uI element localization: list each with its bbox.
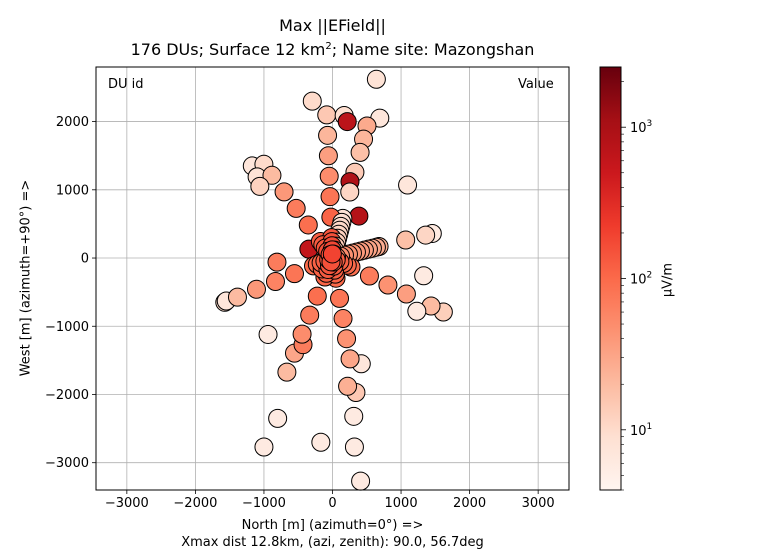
detector-marker bbox=[267, 252, 287, 272]
detector-marker bbox=[302, 91, 322, 111]
x-tick-label: −2000 bbox=[173, 496, 217, 511]
detector-marker bbox=[322, 244, 342, 264]
detector-marker bbox=[274, 182, 294, 202]
detector-marker bbox=[396, 230, 416, 250]
detector-marker bbox=[414, 266, 434, 286]
detector-marker bbox=[351, 471, 371, 491]
x-tick-label: −3000 bbox=[105, 496, 149, 511]
subtitle-superscript: 2 bbox=[325, 41, 332, 52]
colorbar-tick-label: 103 bbox=[630, 119, 652, 136]
detector-marker bbox=[407, 301, 427, 321]
detector-marker bbox=[350, 142, 370, 162]
detector-marker bbox=[258, 324, 278, 344]
colorbar-ticks: 101 102 103 bbox=[621, 81, 652, 491]
detector-marker bbox=[330, 288, 350, 308]
detector-marker bbox=[337, 329, 357, 349]
detector-marker bbox=[292, 324, 312, 344]
colorbar bbox=[599, 66, 622, 491]
x-axis-ticks: −3000 −2000 −1000 0 1000 2000 3000 bbox=[105, 490, 555, 511]
subtitle-tail: ; Name site: Mazongshan bbox=[331, 40, 535, 59]
x-tick-label: −1000 bbox=[242, 496, 286, 511]
detector-marker bbox=[359, 266, 379, 286]
x-tick-label: 1000 bbox=[385, 496, 418, 511]
detector-marker bbox=[284, 264, 304, 284]
detector-marker bbox=[277, 362, 297, 382]
y-tick-label: −3000 bbox=[45, 456, 89, 471]
x-axis-label: North [m] (azimuth=0°) => bbox=[241, 518, 424, 533]
detector-marker bbox=[300, 305, 320, 325]
detector-marker bbox=[337, 112, 357, 132]
y-tick-label: 0 bbox=[81, 252, 89, 267]
x-tick-label: 2000 bbox=[453, 496, 486, 511]
detector-marker bbox=[340, 349, 360, 369]
y-tick-label: 2000 bbox=[56, 115, 89, 130]
detector-marker bbox=[227, 287, 247, 307]
detector-marker bbox=[366, 69, 386, 89]
detector-marker bbox=[344, 437, 364, 457]
colorbar-tick-label: 101 bbox=[630, 422, 652, 439]
grid-lines bbox=[96, 67, 569, 490]
detector-marker bbox=[286, 198, 306, 218]
chart-title: Max ||EField|| bbox=[279, 16, 386, 35]
detector-marker bbox=[311, 432, 331, 452]
detector-marker bbox=[340, 182, 360, 202]
subtitle-text: 176 DUs; Surface 12 km bbox=[130, 40, 326, 59]
du-id-label: DU id bbox=[108, 77, 144, 92]
detector-marker bbox=[265, 271, 285, 291]
x-tick-label: 0 bbox=[328, 496, 336, 511]
detector-marker bbox=[319, 166, 339, 186]
detector-marker bbox=[307, 286, 327, 306]
detector-marker bbox=[378, 275, 398, 295]
detector-marker bbox=[262, 165, 282, 185]
detector-marker bbox=[338, 376, 358, 396]
detector-marker bbox=[320, 187, 340, 207]
detector-marker bbox=[246, 279, 266, 299]
y-axis-ticks: −3000 −2000 −1000 0 1000 2000 bbox=[45, 115, 96, 471]
detector-marker bbox=[344, 406, 364, 426]
value-label: Value bbox=[518, 77, 554, 92]
detector-marker bbox=[318, 125, 338, 145]
detector-marker bbox=[416, 225, 436, 245]
detector-marker bbox=[250, 176, 270, 196]
y-tick-label: −1000 bbox=[45, 320, 89, 335]
detector-marker bbox=[268, 408, 288, 428]
detector-marker bbox=[398, 175, 418, 195]
detector-marker bbox=[396, 284, 416, 304]
y-tick-label: 1000 bbox=[56, 183, 89, 198]
detector-markers bbox=[215, 69, 453, 491]
detector-marker bbox=[333, 309, 353, 329]
xmax-note: Xmax dist 12.8km, (azi, zenith): 90.0, 5… bbox=[181, 535, 484, 550]
colorbar-label: μV/m bbox=[660, 262, 676, 298]
detector-marker bbox=[298, 215, 318, 235]
detector-marker bbox=[317, 105, 337, 125]
detector-marker bbox=[318, 146, 338, 166]
detector-marker bbox=[349, 206, 369, 226]
colorbar-tick-label: 102 bbox=[630, 271, 652, 288]
detector-marker bbox=[254, 437, 274, 457]
chart-subtitle: 176 DUs; Surface 12 km2; Name site: Mazo… bbox=[96, 40, 569, 59]
x-tick-label: 3000 bbox=[522, 496, 555, 511]
y-axis-label: West [m] (azimuth=+90°) => bbox=[18, 179, 34, 377]
y-tick-label: −2000 bbox=[45, 388, 89, 403]
